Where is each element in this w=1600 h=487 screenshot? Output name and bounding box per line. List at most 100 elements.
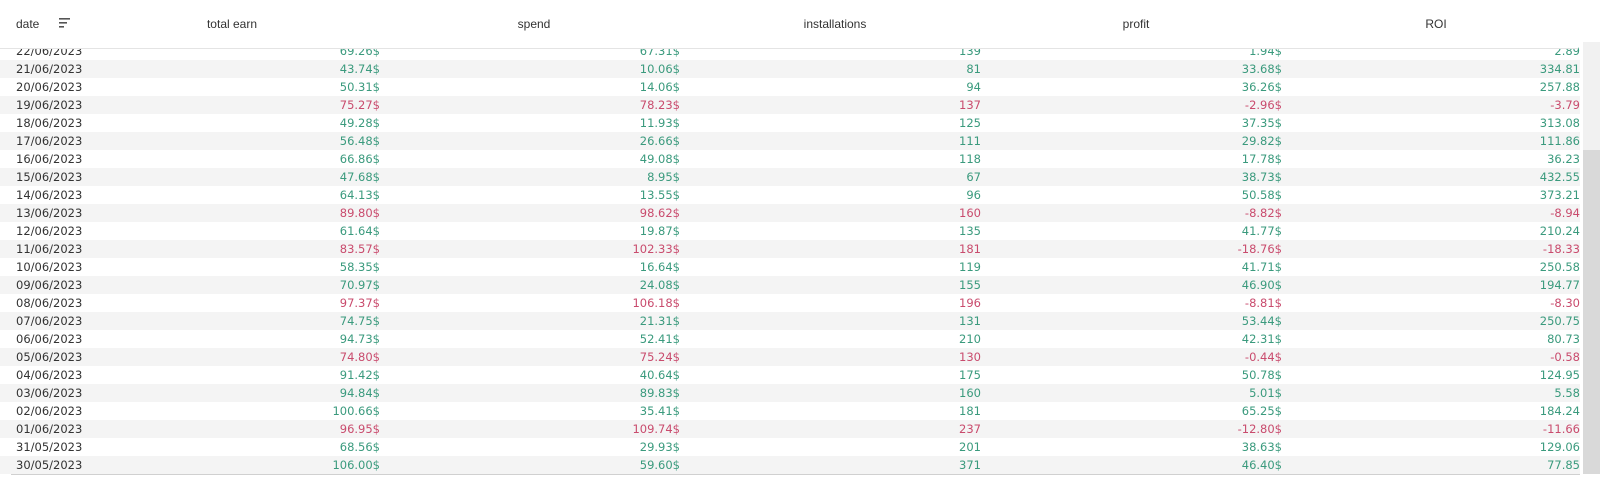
cell-profit: 50.78$ <box>1241 368 1282 382</box>
table-row[interactable]: 16/06/2023 66.86$ 49.08$ 118 17.78$ 36.23 <box>0 150 1580 168</box>
sort-icon[interactable] <box>58 16 72 30</box>
table-body[interactable]: 22/06/2023 69.26$ 67.31$ 139 1.94$ 2.89 21/06/… <box>0 42 1580 474</box>
column-header-profit[interactable]: profit <box>1122 17 1150 31</box>
column-header-total-earn[interactable]: total earn <box>206 17 258 31</box>
cell-profit: 36.26$ <box>1241 80 1282 94</box>
cell-spend: 75.24$ <box>639 350 680 364</box>
scrollbar-thumb[interactable] <box>1583 150 1600 474</box>
cell-spend: 98.62$ <box>639 206 680 220</box>
table-row[interactable]: 04/06/2023 91.42$ 40.64$ 175 50.78$ 124.95 <box>0 366 1580 384</box>
cell-installations: 201 <box>959 440 981 454</box>
table-row[interactable]: 03/06/2023 94.84$ 89.83$ 160 5.01$ 5.58 <box>0 384 1580 402</box>
cell-roi: 432.55 <box>1539 170 1580 184</box>
table-row[interactable]: 17/06/2023 56.48$ 26.66$ 111 29.82$ 111.86 <box>0 132 1580 150</box>
cell-total-earn: 74.75$ <box>339 314 380 328</box>
cell-spend: 59.60$ <box>639 458 680 472</box>
cell-installations: 118 <box>959 152 981 166</box>
cell-roi: 334.81 <box>1539 62 1580 76</box>
table-row[interactable]: 11/06/2023 83.57$ 102.33$ 181 -18.76$ -18.33 <box>0 240 1580 258</box>
table-row[interactable]: 09/06/2023 70.97$ 24.08$ 155 46.90$ 194.77 <box>0 276 1580 294</box>
table-row[interactable]: 12/06/2023 61.64$ 19.87$ 135 41.77$ 210.24 <box>0 222 1580 240</box>
cell-date: 18/06/2023 <box>16 116 83 130</box>
cell-roi: 36.23 <box>1547 152 1580 166</box>
cell-roi: 313.08 <box>1539 116 1580 130</box>
cell-profit: 46.90$ <box>1241 278 1282 292</box>
cell-roi: 124.95 <box>1539 368 1580 382</box>
table-row[interactable]: 15/06/2023 47.68$ 8.95$ 67 38.73$ 432.55 <box>0 168 1580 186</box>
cell-installations: 181 <box>959 242 981 256</box>
column-header-installations[interactable]: installations <box>803 17 867 31</box>
table-row[interactable]: 18/06/2023 49.28$ 11.93$ 125 37.35$ 313.08 <box>0 114 1580 132</box>
table-row[interactable]: 02/06/2023 100.66$ 35.41$ 181 65.25$ 184.24 <box>0 402 1580 420</box>
table-row[interactable]: 20/06/2023 50.31$ 14.06$ 94 36.26$ 257.88 <box>0 78 1580 96</box>
table-row[interactable]: 10/06/2023 58.35$ 16.64$ 119 41.71$ 250.58 <box>0 258 1580 276</box>
column-header-date[interactable]: date <box>16 17 40 31</box>
cell-date: 08/06/2023 <box>16 296 83 310</box>
cell-profit: 53.44$ <box>1241 314 1282 328</box>
cell-roi: 5.58 <box>1554 386 1580 400</box>
cell-date: 04/06/2023 <box>16 368 83 382</box>
table-row[interactable]: 07/06/2023 74.75$ 21.31$ 131 53.44$ 250.75 <box>0 312 1580 330</box>
cell-roi: -8.94 <box>1550 206 1580 220</box>
cell-spend: 109.74$ <box>632 422 680 436</box>
table-row[interactable]: 21/06/2023 43.74$ 10.06$ 81 33.68$ 334.81 <box>0 60 1580 78</box>
cell-spend: 8.95$ <box>647 170 680 184</box>
cell-spend: 29.93$ <box>639 440 680 454</box>
table-row[interactable]: 31/05/2023 68.56$ 29.93$ 201 38.63$ 129.06 <box>0 438 1580 456</box>
cell-total-earn: 47.68$ <box>339 170 380 184</box>
table-row[interactable]: 01/06/2023 96.95$ 109.74$ 237 -12.80$ -11.66 <box>0 420 1580 438</box>
cell-date: 19/06/2023 <box>16 98 83 112</box>
cell-roi: 80.73 <box>1547 332 1580 346</box>
cell-total-earn: 49.28$ <box>339 116 380 130</box>
cell-installations: 210 <box>959 332 981 346</box>
cell-total-earn: 89.80$ <box>339 206 380 220</box>
table-row[interactable]: 05/06/2023 74.80$ 75.24$ 130 -0.44$ -0.58 <box>0 348 1580 366</box>
cell-profit: 41.71$ <box>1241 260 1282 274</box>
cell-profit: -18.76$ <box>1237 242 1282 256</box>
cell-installations: 371 <box>959 458 981 472</box>
cell-profit: -0.44$ <box>1244 350 1282 364</box>
cell-spend: 102.33$ <box>632 242 680 256</box>
cell-installations: 196 <box>959 296 981 310</box>
cell-total-earn: 97.37$ <box>339 296 380 310</box>
cell-roi: 129.06 <box>1539 440 1580 454</box>
cell-profit: 17.78$ <box>1241 152 1282 166</box>
column-header-spend[interactable]: spend <box>517 17 551 31</box>
cell-date: 11/06/2023 <box>16 242 83 256</box>
table-row[interactable]: 14/06/2023 64.13$ 13.55$ 96 50.58$ 373.21 <box>0 186 1580 204</box>
cell-date: 05/06/2023 <box>16 350 83 364</box>
table-row[interactable]: 08/06/2023 97.37$ 106.18$ 196 -8.81$ -8.30 <box>0 294 1580 312</box>
cell-date: 14/06/2023 <box>16 188 83 202</box>
cell-date: 02/06/2023 <box>16 404 83 418</box>
cell-profit: 38.73$ <box>1241 170 1282 184</box>
cell-total-earn: 50.31$ <box>339 80 380 94</box>
cell-spend: 40.64$ <box>639 368 680 382</box>
cell-roi: 77.85 <box>1547 458 1580 472</box>
cell-roi: -11.66 <box>1542 422 1580 436</box>
table-row[interactable]: 19/06/2023 75.27$ 78.23$ 137 -2.96$ -3.79 <box>0 96 1580 114</box>
table-row[interactable]: 06/06/2023 94.73$ 52.41$ 210 42.31$ 80.73 <box>0 330 1580 348</box>
cell-spend: 35.41$ <box>639 404 680 418</box>
cell-spend: 52.41$ <box>639 332 680 346</box>
cell-total-earn: 66.86$ <box>339 152 380 166</box>
cell-profit: 42.31$ <box>1241 332 1282 346</box>
cell-installations: 237 <box>959 422 981 436</box>
cell-date: 03/06/2023 <box>16 386 83 400</box>
cell-installations: 181 <box>959 404 981 418</box>
cell-roi: -0.58 <box>1550 350 1580 364</box>
cell-roi: 184.24 <box>1539 404 1580 418</box>
cell-installations: 96 <box>966 188 981 202</box>
cell-date: 10/06/2023 <box>16 260 83 274</box>
cell-profit: 38.63$ <box>1241 440 1282 454</box>
cell-spend: 89.83$ <box>639 386 680 400</box>
cell-profit: 29.82$ <box>1241 134 1282 148</box>
cell-total-earn: 75.27$ <box>339 98 380 112</box>
cell-spend: 21.31$ <box>639 314 680 328</box>
cell-roi: 250.58 <box>1539 260 1580 274</box>
vertical-scrollbar[interactable] <box>1583 42 1600 474</box>
cell-spend: 14.06$ <box>639 80 680 94</box>
table-header: date total earn spend installations prof… <box>0 0 1578 49</box>
table-row[interactable]: 30/05/2023 106.00$ 59.60$ 371 46.40$ 77.85 <box>0 456 1580 474</box>
table-row[interactable]: 13/06/2023 89.80$ 98.62$ 160 -8.82$ -8.94 <box>0 204 1580 222</box>
column-header-roi[interactable]: ROI <box>1425 17 1447 31</box>
